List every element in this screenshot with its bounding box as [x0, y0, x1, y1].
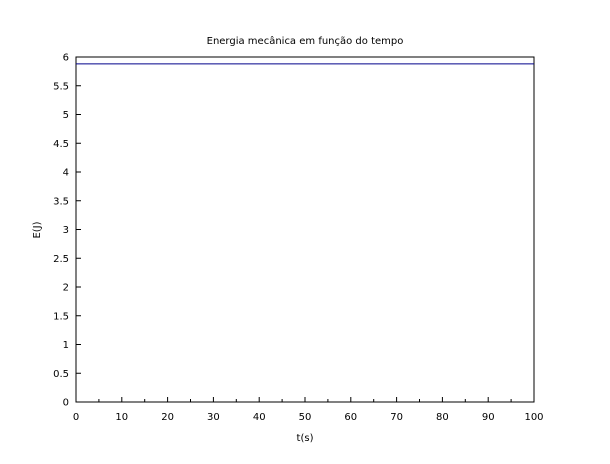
- y-tick-label: 2: [63, 283, 69, 294]
- x-tick-label: 0: [73, 412, 79, 423]
- x-tick-label: 10: [115, 412, 128, 423]
- x-tick-label: 30: [207, 412, 220, 423]
- y-tick-label: 3.5: [53, 196, 69, 207]
- y-tick-label: 5.5: [53, 81, 69, 92]
- x-axis-label: t(s): [297, 433, 314, 444]
- plot-area: 0 10 20 30 40 50 60 70 80 90 100 0 0.5 1 1.5 2 2.5 3 3.5 4 4…: [53, 53, 543, 424]
- x-tick-label: 70: [390, 412, 403, 423]
- chart-title: Energia mecânica em função do tempo: [207, 35, 404, 47]
- y-tick-label: 6: [63, 53, 69, 64]
- x-tick-label: 50: [299, 412, 312, 423]
- y-axis-label: E(J): [32, 221, 43, 238]
- y-tick-label: 0: [63, 398, 69, 409]
- y-tick-label: 0.5: [53, 369, 69, 380]
- y-tick-label: 3: [63, 225, 69, 236]
- x-tick-label: 40: [253, 412, 266, 423]
- x-tick-label: 80: [436, 412, 449, 423]
- y-tick-label: 2.5: [53, 254, 69, 265]
- plot-frame: [75, 56, 535, 403]
- y-tick-label: 4: [63, 168, 69, 179]
- y-tick-label: 5: [63, 110, 69, 121]
- y-tick-label: 4.5: [53, 139, 69, 150]
- y-tick-label: 1: [63, 340, 69, 351]
- x-tick-label: 90: [482, 412, 495, 423]
- x-tick-label: 60: [344, 412, 357, 423]
- x-tick-label: 20: [161, 412, 174, 423]
- y-tick-label: 1.5: [53, 311, 69, 322]
- x-tick-label: 100: [524, 412, 543, 423]
